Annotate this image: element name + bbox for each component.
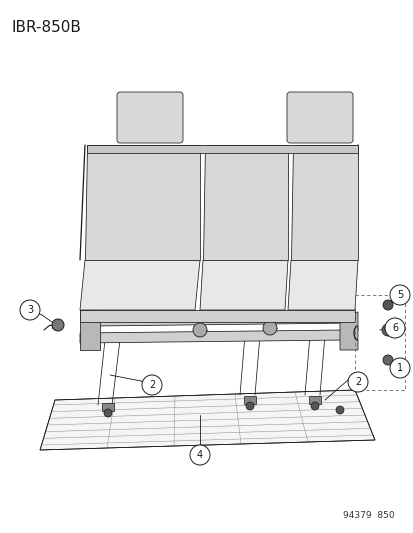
Circle shape — [52, 319, 64, 331]
Text: 2: 2 — [149, 380, 155, 390]
FancyBboxPatch shape — [117, 92, 183, 143]
Circle shape — [347, 372, 367, 392]
Text: 6: 6 — [391, 323, 397, 333]
Polygon shape — [95, 316, 354, 326]
Circle shape — [142, 375, 161, 395]
Polygon shape — [85, 145, 199, 260]
Polygon shape — [40, 390, 374, 450]
Polygon shape — [202, 145, 287, 260]
Bar — [308, 396, 320, 404]
Circle shape — [389, 358, 409, 378]
Polygon shape — [87, 145, 357, 153]
Bar — [102, 403, 114, 411]
FancyBboxPatch shape — [286, 92, 352, 143]
Polygon shape — [339, 312, 357, 350]
Circle shape — [381, 324, 393, 336]
Text: 2: 2 — [354, 377, 360, 387]
Polygon shape — [199, 260, 287, 310]
Circle shape — [20, 300, 40, 320]
Text: 4: 4 — [197, 450, 202, 460]
Circle shape — [389, 285, 409, 305]
Circle shape — [382, 355, 392, 365]
Polygon shape — [80, 330, 344, 343]
Text: 1: 1 — [396, 363, 402, 373]
Text: 3: 3 — [27, 305, 33, 315]
Circle shape — [262, 321, 276, 335]
Circle shape — [335, 406, 343, 414]
Text: 94379  850: 94379 850 — [342, 511, 394, 520]
Polygon shape — [80, 260, 199, 310]
Circle shape — [190, 445, 209, 465]
Text: 5: 5 — [396, 290, 402, 300]
Circle shape — [310, 402, 318, 410]
Circle shape — [104, 409, 112, 417]
Polygon shape — [290, 145, 357, 260]
Bar — [354, 295, 404, 390]
Circle shape — [384, 327, 390, 333]
Circle shape — [192, 323, 206, 337]
Circle shape — [245, 402, 254, 410]
Polygon shape — [287, 260, 357, 310]
Circle shape — [382, 300, 392, 310]
Polygon shape — [80, 310, 354, 322]
Bar — [243, 396, 255, 404]
Circle shape — [384, 318, 404, 338]
Polygon shape — [80, 310, 100, 350]
Text: IBR-850B: IBR-850B — [12, 20, 82, 35]
